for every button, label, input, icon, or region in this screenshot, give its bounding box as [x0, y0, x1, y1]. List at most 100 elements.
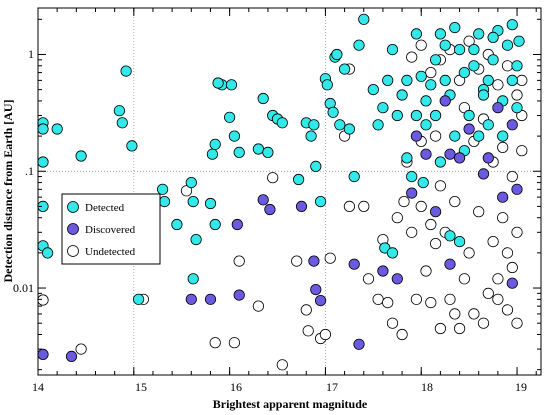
point-detected — [327, 106, 339, 118]
point-undetected — [209, 337, 221, 349]
point-undetected — [463, 247, 475, 259]
point-undetected — [511, 89, 523, 101]
point-undetected — [501, 247, 514, 259]
point-undetected — [487, 236, 499, 248]
point-detected — [449, 130, 461, 142]
point-detected — [252, 143, 264, 155]
point-detected — [382, 74, 394, 87]
point-discovered — [185, 293, 197, 305]
point-discovered — [463, 123, 475, 135]
point-detected — [338, 63, 351, 75]
point-detected — [233, 146, 245, 158]
point-detected — [126, 140, 138, 152]
y-tick-label: 1 — [28, 47, 34, 61]
point-undetected — [444, 293, 456, 305]
point-detected — [429, 109, 442, 122]
point-detected — [473, 130, 485, 142]
x-tick-label: 17 — [326, 380, 338, 394]
point-undetected — [468, 308, 480, 320]
point-discovered — [482, 152, 494, 164]
point-detected — [334, 119, 346, 131]
point-undetected — [429, 238, 442, 250]
point-undetected — [252, 300, 264, 312]
point-detected — [420, 95, 432, 107]
point-discovered — [257, 194, 269, 206]
point-undetected — [453, 322, 466, 335]
point-detected — [41, 247, 54, 259]
point-discovered — [429, 206, 442, 218]
point-detected — [358, 13, 370, 25]
point-undetected — [434, 180, 446, 192]
point-discovered — [308, 255, 320, 267]
point-detected — [225, 79, 238, 91]
legend-label-detected: Detected — [85, 202, 125, 214]
point-detected — [482, 119, 494, 131]
point-undetected — [449, 196, 461, 208]
point-discovered — [439, 95, 451, 107]
x-tick-label: 18 — [421, 380, 433, 394]
point-undetected — [492, 273, 504, 285]
point-detected — [453, 236, 466, 248]
point-detected — [420, 119, 432, 131]
point-undetected — [511, 317, 523, 329]
point-discovered — [497, 191, 509, 203]
point-undetected — [386, 317, 399, 329]
point-detected — [37, 156, 49, 168]
legend-label-undetected: Undetected — [85, 246, 136, 258]
legend-marker-discovered — [67, 223, 79, 235]
point-detected — [434, 156, 446, 168]
x-tick-label: 14 — [32, 380, 44, 394]
point-detected — [386, 43, 399, 56]
point-undetected — [406, 226, 418, 238]
point-undetected — [324, 252, 336, 264]
point-undetected — [434, 322, 446, 335]
point-detected — [157, 183, 169, 195]
point-detected — [133, 293, 145, 305]
point-detected — [482, 74, 494, 87]
point-discovered — [477, 168, 490, 180]
point-undetected — [406, 51, 418, 63]
point-detected — [206, 148, 218, 160]
point-discovered — [295, 200, 308, 212]
point-detected — [396, 89, 408, 101]
point-detected — [506, 19, 518, 31]
y-tick-label: 0.01 — [13, 281, 34, 295]
point-undetected — [497, 141, 509, 153]
point-detected — [212, 77, 224, 89]
point-discovered — [348, 258, 360, 270]
point-discovered — [511, 183, 523, 195]
point-undetected — [425, 218, 437, 231]
point-detected — [37, 123, 49, 135]
point-discovered — [453, 152, 466, 164]
point-detected — [458, 67, 470, 79]
point-discovered — [444, 258, 456, 270]
point-undetected — [372, 293, 384, 305]
point-undetected — [37, 294, 49, 306]
point-discovered — [492, 102, 504, 114]
point-detected — [228, 130, 240, 142]
point-discovered — [231, 218, 243, 231]
point-detected — [305, 130, 317, 142]
point-undetected — [228, 337, 240, 349]
point-detected — [209, 218, 221, 231]
point-undetected — [75, 343, 87, 355]
point-detected — [204, 197, 217, 210]
point-undetected — [420, 265, 432, 277]
point-detected — [158, 196, 171, 208]
point-detected — [51, 123, 63, 135]
point-undetected — [382, 296, 394, 309]
point-discovered — [377, 265, 389, 277]
axis-ticks — [37, 8, 541, 375]
point-discovered — [410, 130, 422, 142]
point-detected — [439, 39, 451, 51]
point-undetected — [425, 67, 437, 79]
point-detected — [343, 123, 355, 135]
point-detected — [308, 119, 320, 131]
point-undetected — [343, 200, 355, 212]
point-discovered — [420, 148, 432, 160]
point-discovered — [264, 203, 276, 216]
point-detected — [367, 84, 379, 96]
point-undetected — [300, 304, 312, 316]
point-undetected — [291, 255, 303, 267]
point-undetected — [180, 185, 193, 197]
